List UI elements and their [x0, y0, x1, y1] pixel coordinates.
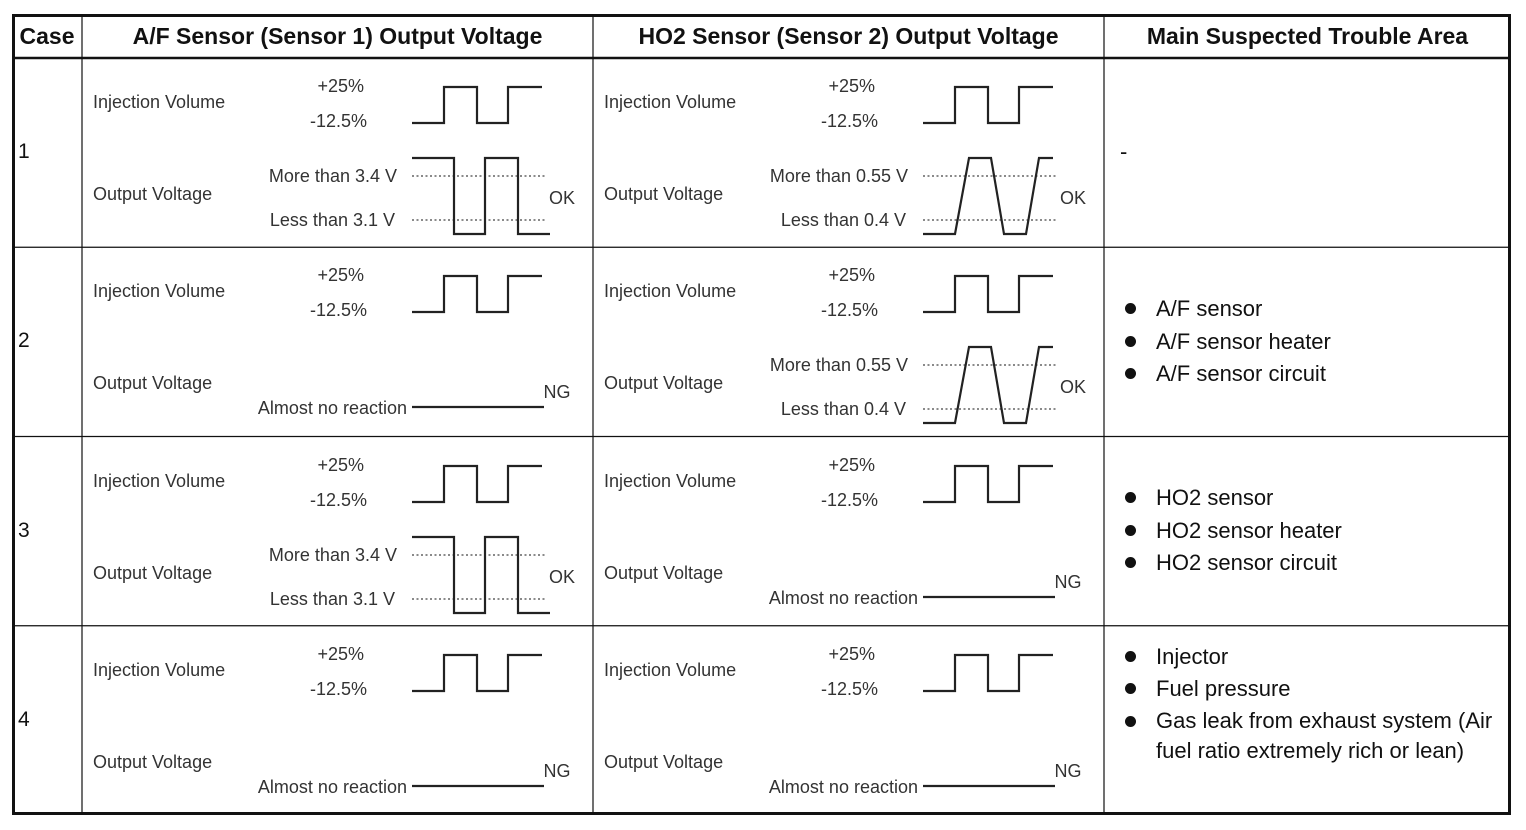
result-label-ok: OK: [549, 567, 575, 587]
table-grid: [12, 14, 1511, 815]
injection-waveform: [412, 464, 542, 503]
trouble-list: A/F sensor A/F sensor heater A/F sensor ci…: [1112, 293, 1492, 391]
injection-waveform: [412, 275, 542, 314]
trouble-item: HO2 sensor circuit: [1112, 547, 1492, 580]
output-voltage-label: Output Voltage: [604, 563, 723, 583]
header-ho2-sensor: HO2 Sensor (Sensor 2) Output Voltage: [638, 22, 1059, 49]
injection-waveform: [923, 85, 1053, 125]
output-waveform: [412, 535, 550, 614]
trouble-item: HO2 sensor: [1112, 482, 1492, 515]
injection-low-label: -12.5%: [821, 679, 878, 699]
injection-high-label: +25%: [828, 265, 875, 285]
almost-no-reaction-label: Almost no reaction: [769, 588, 918, 608]
injection-waveform: [923, 275, 1053, 314]
injection-volume-label: Injection Volume: [604, 281, 736, 301]
injection-high-label: +25%: [317, 265, 364, 285]
output-waveform: [923, 156, 1053, 236]
case-number: 2: [18, 329, 30, 353]
output-voltage-label: Output Voltage: [604, 752, 723, 772]
trouble-area-cell: HO2 sensor HO2 sensor heater HO2 sensor ci…: [1112, 482, 1492, 580]
case-number: 3: [18, 518, 30, 542]
header-trouble-area: Main Suspected Trouble Area: [1146, 22, 1469, 49]
output-voltage-label: Output Voltage: [93, 752, 212, 772]
injection-high-label: +25%: [828, 644, 875, 664]
af-waveform-cell: Injection Volume +25% -12.5% Output Voltage…: [93, 644, 571, 797]
injection-volume-label: Injection Volume: [604, 660, 736, 680]
trouble-item: Fuel pressure: [1112, 673, 1504, 706]
injection-volume-label: Injection Volume: [604, 92, 736, 112]
injection-high-label: +25%: [317, 76, 364, 96]
table-border: [12, 14, 1511, 815]
almost-no-reaction-label: Almost no reaction: [258, 398, 407, 418]
injection-volume-label: Injection Volume: [93, 471, 225, 491]
result-label-ng: NG: [1055, 572, 1082, 592]
injection-waveform: [923, 653, 1053, 692]
case-number: 4: [18, 707, 30, 731]
result-label-ng: NG: [544, 761, 571, 781]
almost-no-reaction-label: Almost no reaction: [769, 777, 918, 797]
trouble-list: Injector Fuel pressure Gas leak from exhau…: [1112, 641, 1504, 766]
output-high-label: More than 3.4 V: [269, 166, 397, 186]
trouble-table: Case A/F Sensor (Sensor 1) Output Voltag…: [12, 14, 1511, 815]
injection-volume-label: Injection Volume: [604, 471, 736, 491]
no-trouble-dash: -: [1120, 139, 1128, 164]
injection-waveform: [412, 85, 542, 125]
result-label-ok: OK: [1060, 377, 1086, 397]
injection-waveform: [923, 464, 1053, 503]
output-waveform: [923, 346, 1053, 425]
output-voltage-label: Output Voltage: [604, 373, 723, 393]
output-low-label: Less than 0.4 V: [781, 210, 906, 230]
output-high-label: More than 0.55 V: [770, 166, 908, 186]
header-case: Case: [19, 22, 75, 49]
injection-high-label: +25%: [828, 455, 875, 475]
injection-volume-label: Injection Volume: [93, 660, 225, 680]
injection-low-label: -12.5%: [310, 300, 367, 320]
output-high-label: More than 0.55 V: [770, 355, 908, 375]
output-low-label: Less than 3.1 V: [270, 589, 395, 609]
ho2-waveform-cell: Injection Volume +25% -12.5% Output Voltage…: [604, 76, 1086, 236]
injection-volume-label: Injection Volume: [93, 92, 225, 112]
trouble-item: HO2 sensor heater: [1112, 515, 1492, 548]
trouble-item: A/F sensor circuit: [1112, 358, 1492, 391]
output-voltage-label: Output Voltage: [604, 184, 723, 204]
injection-low-label: -12.5%: [821, 300, 878, 320]
injection-high-label: +25%: [317, 455, 364, 475]
ho2-waveform-cell: Injection Volume +25% -12.5% Output Voltage…: [604, 265, 1086, 425]
injection-low-label: -12.5%: [821, 490, 878, 510]
output-high-label: More than 3.4 V: [269, 545, 397, 565]
trouble-item: A/F sensor heater: [1112, 326, 1492, 359]
output-low-label: Less than 0.4 V: [781, 399, 906, 419]
result-label-ng: NG: [544, 382, 571, 402]
result-label-ng: NG: [1055, 761, 1082, 781]
trouble-item: Gas leak from exhaust system (Air fuel r…: [1112, 706, 1504, 766]
af-waveform-cell: Injection Volume +25% -12.5% Output Voltage…: [93, 265, 571, 418]
injection-low-label: -12.5%: [310, 490, 367, 510]
injection-low-label: -12.5%: [310, 111, 367, 131]
injection-low-label: -12.5%: [821, 111, 878, 131]
trouble-area-cell: Injector Fuel pressure Gas leak from exhau…: [1112, 641, 1504, 766]
injection-high-label: +25%: [828, 76, 875, 96]
injection-high-label: +25%: [317, 644, 364, 664]
trouble-area-cell: A/F sensor A/F sensor heater A/F sensor ci…: [1112, 293, 1492, 391]
trouble-item: Injector: [1112, 641, 1504, 674]
trouble-item: A/F sensor: [1112, 293, 1492, 326]
result-label-ok: OK: [1060, 188, 1086, 208]
header-af-sensor: A/F Sensor (Sensor 1) Output Voltage: [132, 22, 543, 49]
output-voltage-label: Output Voltage: [93, 184, 212, 204]
trouble-list: HO2 sensor HO2 sensor heater HO2 sensor ci…: [1112, 482, 1492, 580]
output-voltage-label: Output Voltage: [93, 373, 212, 393]
output-voltage-label: Output Voltage: [93, 563, 212, 583]
injection-volume-label: Injection Volume: [93, 281, 225, 301]
ho2-waveform-cell: Injection Volume +25% -12.5% Output Voltage…: [604, 455, 1082, 608]
output-waveform: [412, 156, 550, 236]
ho2-waveform-cell: Injection Volume +25% -12.5% Output Voltage…: [604, 644, 1082, 797]
almost-no-reaction-label: Almost no reaction: [258, 777, 407, 797]
injection-waveform: [412, 653, 542, 692]
result-label-ok: OK: [549, 188, 575, 208]
output-low-label: Less than 3.1 V: [270, 210, 395, 230]
injection-low-label: -12.5%: [310, 679, 367, 699]
af-waveform-cell: Injection Volume +25% -12.5% Output Voltage…: [93, 76, 575, 236]
af-waveform-cell: Injection Volume +25% -12.5% Output Voltage…: [93, 455, 575, 614]
case-number: 1: [18, 140, 30, 163]
